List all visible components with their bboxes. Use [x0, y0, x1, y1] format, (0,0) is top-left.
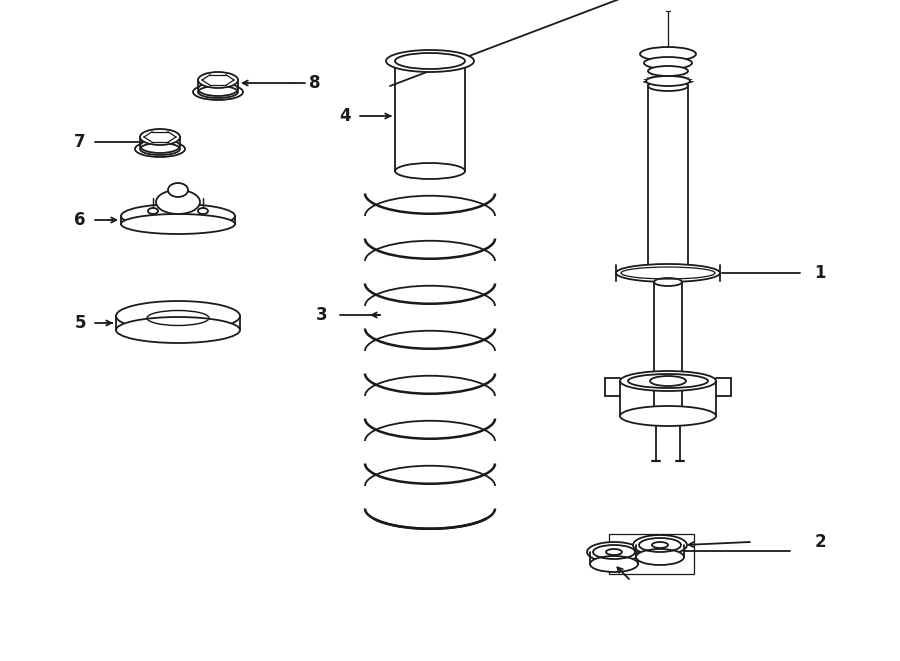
- Ellipse shape: [156, 190, 200, 214]
- Text: 2: 2: [814, 533, 826, 551]
- Ellipse shape: [648, 81, 688, 91]
- Ellipse shape: [646, 76, 690, 86]
- Ellipse shape: [654, 278, 682, 286]
- Bar: [609, 534, 694, 574]
- Ellipse shape: [198, 82, 238, 96]
- Ellipse shape: [620, 406, 716, 426]
- Text: 1: 1: [814, 264, 826, 282]
- Ellipse shape: [193, 84, 243, 100]
- Ellipse shape: [590, 556, 638, 572]
- Ellipse shape: [148, 208, 158, 214]
- Ellipse shape: [140, 129, 180, 145]
- Ellipse shape: [640, 47, 696, 61]
- Ellipse shape: [636, 549, 684, 565]
- Ellipse shape: [121, 214, 235, 234]
- Text: 8: 8: [310, 74, 320, 92]
- Ellipse shape: [395, 53, 465, 69]
- Ellipse shape: [395, 163, 465, 179]
- Ellipse shape: [386, 50, 474, 72]
- Ellipse shape: [140, 139, 180, 153]
- Ellipse shape: [135, 141, 185, 157]
- Text: 4: 4: [339, 107, 351, 125]
- Text: 3: 3: [316, 306, 328, 324]
- Text: 7: 7: [74, 133, 86, 151]
- Text: 6: 6: [74, 211, 86, 229]
- Ellipse shape: [198, 72, 238, 88]
- Ellipse shape: [198, 208, 208, 214]
- Text: 5: 5: [74, 314, 86, 332]
- Ellipse shape: [620, 371, 716, 391]
- Ellipse shape: [644, 57, 692, 69]
- Ellipse shape: [616, 264, 720, 282]
- Ellipse shape: [633, 535, 687, 555]
- Ellipse shape: [587, 542, 641, 562]
- Ellipse shape: [168, 183, 188, 197]
- Ellipse shape: [121, 204, 235, 228]
- Ellipse shape: [648, 66, 688, 76]
- Ellipse shape: [116, 301, 240, 331]
- Ellipse shape: [654, 412, 682, 420]
- Ellipse shape: [116, 317, 240, 343]
